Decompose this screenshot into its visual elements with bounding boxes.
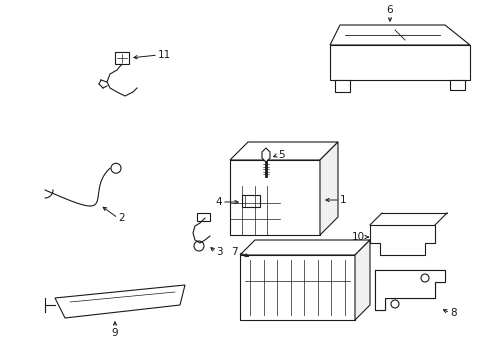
Polygon shape bbox=[374, 270, 444, 310]
Polygon shape bbox=[319, 142, 337, 235]
Polygon shape bbox=[329, 45, 469, 80]
Text: 3: 3 bbox=[216, 247, 222, 257]
Polygon shape bbox=[262, 148, 269, 162]
Polygon shape bbox=[240, 240, 369, 255]
Bar bbox=[240, 255, 354, 320]
Bar bbox=[115, 52, 129, 64]
Bar bbox=[334, 80, 349, 92]
Text: 9: 9 bbox=[111, 328, 118, 338]
Bar bbox=[449, 80, 464, 90]
Text: 4: 4 bbox=[215, 197, 222, 207]
Text: 5: 5 bbox=[278, 150, 284, 160]
Text: 10: 10 bbox=[351, 232, 364, 242]
Polygon shape bbox=[329, 25, 469, 45]
Bar bbox=[197, 213, 209, 221]
Text: 6: 6 bbox=[386, 5, 392, 15]
Bar bbox=[229, 160, 319, 235]
Text: 8: 8 bbox=[449, 308, 456, 318]
Bar bbox=[242, 195, 260, 207]
Polygon shape bbox=[369, 225, 434, 255]
Text: 2: 2 bbox=[118, 213, 124, 223]
Polygon shape bbox=[55, 285, 184, 318]
Text: 11: 11 bbox=[158, 50, 171, 60]
Text: 7: 7 bbox=[231, 247, 238, 257]
Text: 1: 1 bbox=[339, 195, 346, 205]
Polygon shape bbox=[229, 142, 337, 160]
Polygon shape bbox=[354, 240, 369, 320]
